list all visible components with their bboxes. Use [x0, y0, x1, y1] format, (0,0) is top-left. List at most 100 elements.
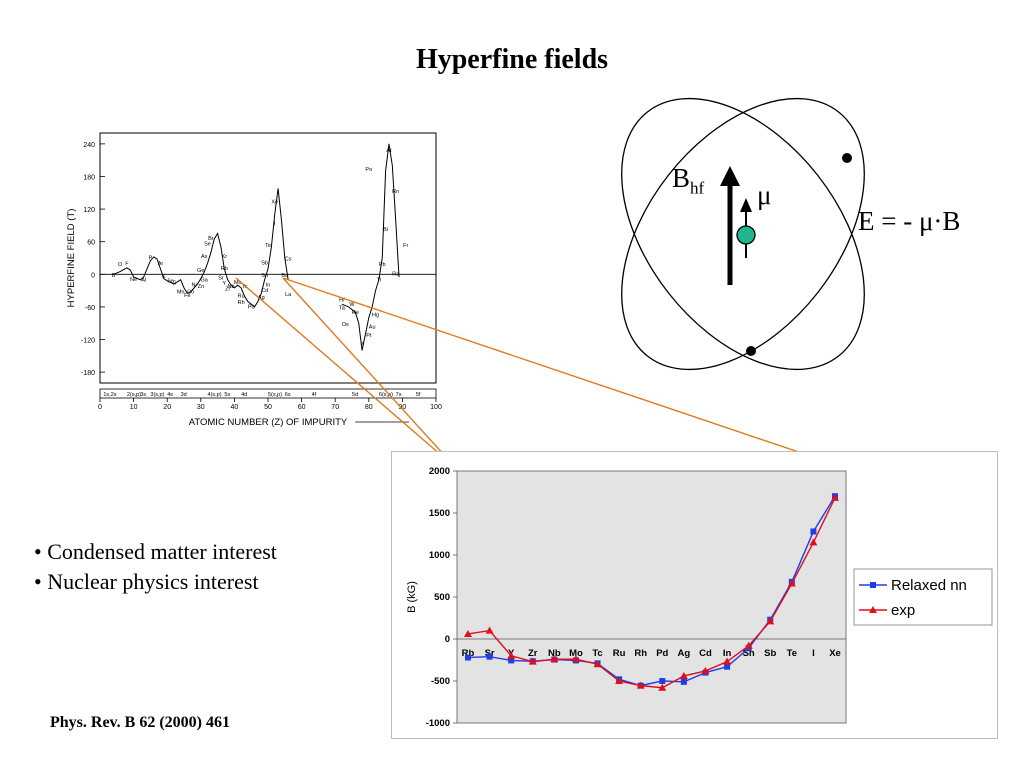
- y-tick-label: 500: [434, 592, 450, 603]
- series-line-2: [467, 497, 836, 689]
- data-point-exp: [507, 651, 516, 659]
- x-tick-label: 90: [399, 404, 407, 411]
- legend-marker: [869, 606, 877, 613]
- legend-label: Relaxed nn: [891, 577, 967, 594]
- shell-label: 3s: [140, 392, 146, 398]
- data-point-relaxed: [680, 678, 687, 685]
- element-label: Tl: [377, 277, 382, 283]
- data-point-relaxed: [724, 663, 731, 670]
- shell-label: 5d: [352, 392, 358, 398]
- data-point-exp: [550, 655, 559, 663]
- slide-title: Hyperfine fields: [415, 44, 609, 75]
- shell-label: 3d: [181, 392, 187, 398]
- data-point-exp: [658, 683, 667, 691]
- element-label: Pd: [248, 305, 255, 311]
- x-tick-label: 70: [331, 404, 339, 411]
- element-label: Sn: [261, 273, 268, 279]
- y-tick-label: 0: [91, 272, 95, 279]
- shell-label: 2(s,p): [127, 392, 141, 398]
- energy-equation: E = - μ·B: [858, 206, 961, 236]
- element-label: Fr: [403, 243, 408, 249]
- element-label: Pb: [379, 262, 386, 268]
- element-label: Os: [342, 322, 349, 328]
- orbit-ellipse-1: [621, 97, 865, 371]
- shell-label: 6(s,p): [379, 392, 393, 398]
- element-label: Ta: [339, 306, 346, 312]
- data-point-exp: [636, 681, 645, 689]
- y-tick-label: 0: [445, 634, 450, 645]
- element-label: Tc: [242, 284, 248, 290]
- moment-label: μ: [757, 180, 772, 210]
- field-label: Bhf: [672, 163, 705, 198]
- element-label: At: [386, 148, 392, 154]
- element-label: K: [162, 274, 166, 280]
- data-point-exp: [809, 538, 818, 546]
- shell-label: 5f: [416, 392, 421, 398]
- data-point-relaxed: [508, 657, 515, 664]
- element-label: Kr: [222, 254, 228, 260]
- citation: Phys. Rev. B 62 (2000) 461: [50, 714, 230, 731]
- element-label: Se: [204, 242, 211, 248]
- data-point-relaxed: [486, 653, 493, 660]
- element-label: Hg: [372, 313, 379, 319]
- element-label: Sr: [218, 276, 224, 282]
- data-point-relaxed: [659, 678, 666, 684]
- element-label: Ge: [197, 268, 204, 274]
- element-label: Cs: [285, 257, 292, 263]
- x-tick-label: 30: [197, 404, 205, 411]
- element-label: Ga: [200, 277, 208, 283]
- x-tick-label: 50: [264, 404, 272, 411]
- element-label: La: [285, 292, 292, 298]
- element-label: Mo: [234, 280, 242, 286]
- x-category-label: Ag: [678, 648, 691, 659]
- y-tick-label: 1000: [429, 550, 450, 561]
- element-label: Fe: [184, 293, 190, 299]
- element-label: Sc: [167, 278, 174, 284]
- element-label: Cd: [261, 288, 268, 294]
- y-tick-label: -500: [431, 676, 450, 687]
- element-label: Rn: [392, 189, 399, 195]
- element-label: Sb: [261, 261, 268, 267]
- element-label: F: [125, 262, 129, 268]
- electron-dot-2: [746, 346, 756, 356]
- connector-line-left-2: [235, 277, 457, 469]
- data-point-relaxed: [465, 654, 471, 661]
- y-tick-label: 1500: [429, 508, 450, 519]
- element-label: Ar: [158, 261, 164, 267]
- element-label: As: [201, 254, 208, 260]
- element-label: Ru: [238, 294, 245, 300]
- element-label: Ni: [191, 282, 196, 288]
- x-category-label: Mo: [569, 648, 583, 659]
- y-tick-label: -60: [85, 305, 95, 312]
- y-tick-label: -1000: [426, 718, 450, 729]
- x-axis-label: ATOMIC NUMBER (Z) OF IMPURITY: [189, 417, 348, 428]
- element-label: Rh: [238, 300, 245, 306]
- element-label: Br: [208, 236, 214, 242]
- data-point-exp: [615, 677, 624, 684]
- element-label: Al: [141, 277, 146, 283]
- x-tick-label: 100: [430, 404, 442, 411]
- legend-box: [853, 568, 993, 626]
- shell-label: 4(s,p): [208, 392, 222, 398]
- bullet-item: • Nuclear physics interest: [34, 569, 259, 594]
- y-tick-label: -120: [81, 338, 95, 345]
- data-point-exp: [485, 626, 494, 634]
- element-label: B: [112, 273, 116, 279]
- shell-label: 3(s,p): [150, 392, 164, 398]
- atom-diagram: [621, 97, 865, 371]
- shell-label: 4s: [167, 392, 173, 398]
- x-category-label: Sr: [485, 648, 495, 659]
- data-point-exp: [528, 657, 537, 665]
- element-label: Y: [222, 281, 226, 287]
- shell-label: 7s: [396, 392, 402, 398]
- data-point-exp: [571, 655, 580, 663]
- y-tick-label: -180: [81, 370, 95, 377]
- data-point-exp: [766, 617, 775, 625]
- element-label: Ne: [130, 277, 137, 283]
- shell-label: 4d: [241, 392, 247, 398]
- element-label: Ti: [172, 281, 176, 287]
- element-label: Rb: [221, 266, 228, 272]
- electron-dot-1: [842, 153, 852, 163]
- y-axis-label: HYPERFINE FIELD (T): [66, 209, 77, 308]
